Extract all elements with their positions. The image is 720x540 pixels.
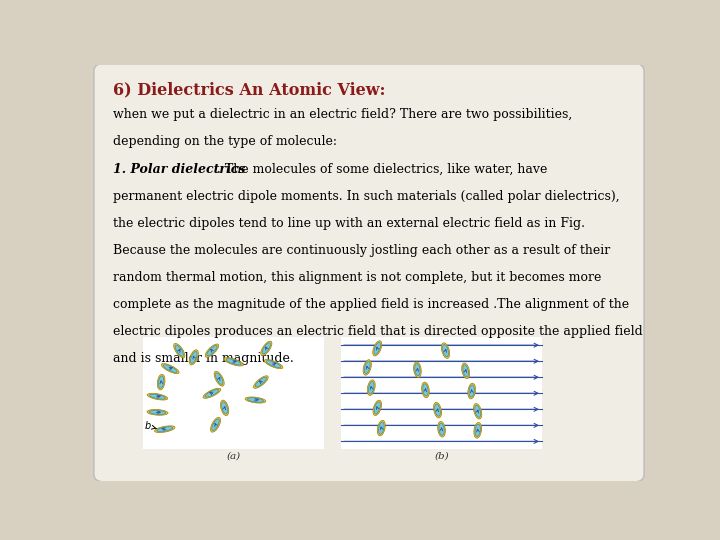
Ellipse shape <box>203 388 221 399</box>
Ellipse shape <box>468 383 475 399</box>
Ellipse shape <box>433 402 441 418</box>
Text: depending on the type of molecule:: depending on the type of molecule: <box>114 136 338 148</box>
Ellipse shape <box>266 361 281 368</box>
Ellipse shape <box>374 342 381 354</box>
Ellipse shape <box>262 343 271 354</box>
Ellipse shape <box>474 405 481 417</box>
Ellipse shape <box>161 363 179 374</box>
Ellipse shape <box>163 364 177 373</box>
Ellipse shape <box>469 385 474 397</box>
Ellipse shape <box>205 344 219 357</box>
Ellipse shape <box>367 380 375 395</box>
FancyBboxPatch shape <box>143 337 324 449</box>
Ellipse shape <box>149 410 166 414</box>
Text: random thermal motion, this alignment is not complete, but it becomes more: random thermal motion, this alignment is… <box>114 271 602 284</box>
Ellipse shape <box>377 420 385 436</box>
Ellipse shape <box>157 374 165 390</box>
Ellipse shape <box>210 417 220 432</box>
Ellipse shape <box>189 350 198 365</box>
Ellipse shape <box>253 376 269 388</box>
Ellipse shape <box>413 362 421 377</box>
Ellipse shape <box>364 361 370 374</box>
Ellipse shape <box>379 422 384 434</box>
FancyBboxPatch shape <box>94 64 644 482</box>
Ellipse shape <box>439 423 444 435</box>
Ellipse shape <box>256 377 266 387</box>
Ellipse shape <box>373 341 382 356</box>
Ellipse shape <box>264 360 283 369</box>
Text: (b): (b) <box>434 451 449 461</box>
Ellipse shape <box>148 393 168 400</box>
Text: the electric dipoles tend to line up with an external electric field as in Fig.: the electric dipoles tend to line up wit… <box>114 217 585 230</box>
Ellipse shape <box>245 397 266 403</box>
Ellipse shape <box>474 403 482 419</box>
Ellipse shape <box>422 382 429 398</box>
FancyBboxPatch shape <box>341 337 542 449</box>
Ellipse shape <box>157 427 173 431</box>
Text: 6) Dielectrics An Atomic View:: 6) Dielectrics An Atomic View: <box>114 82 386 98</box>
Ellipse shape <box>415 363 420 376</box>
Text: b: b <box>145 421 156 431</box>
Text: . The molecules of some dielectrics, like water, have: . The molecules of some dielectrics, lik… <box>217 163 547 176</box>
Text: (a): (a) <box>227 451 240 461</box>
Ellipse shape <box>474 422 482 438</box>
Text: when we put a dielectric in an electric field? There are two possibilities,: when we put a dielectric in an electric … <box>114 109 572 122</box>
Ellipse shape <box>462 363 469 379</box>
Ellipse shape <box>155 426 175 433</box>
Ellipse shape <box>435 404 441 416</box>
Ellipse shape <box>207 346 217 356</box>
Ellipse shape <box>215 373 223 384</box>
Text: 1. Polar dielectrics: 1. Polar dielectrics <box>114 163 246 176</box>
Text: permanent electric dipole moments. In such materials (called polar dielectrics),: permanent electric dipole moments. In su… <box>114 190 620 202</box>
Ellipse shape <box>373 400 382 416</box>
Ellipse shape <box>475 424 480 436</box>
Ellipse shape <box>226 359 241 365</box>
Ellipse shape <box>443 345 449 356</box>
Text: complete as the magnitude of the applied field is increased .The alignment of th: complete as the magnitude of the applied… <box>114 298 629 310</box>
Ellipse shape <box>222 402 228 414</box>
Text: and is smaller in magnitude.: and is smaller in magnitude. <box>114 352 294 365</box>
Ellipse shape <box>150 394 166 399</box>
Ellipse shape <box>175 345 184 356</box>
Ellipse shape <box>205 389 219 397</box>
Ellipse shape <box>174 343 185 358</box>
Ellipse shape <box>248 398 264 402</box>
Text: electric dipoles produces an electric field that is directed opposite the applie: electric dipoles produces an electric fi… <box>114 325 643 338</box>
Ellipse shape <box>463 365 469 377</box>
Ellipse shape <box>214 371 224 386</box>
Ellipse shape <box>438 421 446 437</box>
Ellipse shape <box>261 341 272 356</box>
Ellipse shape <box>441 343 450 359</box>
Ellipse shape <box>363 360 372 375</box>
Ellipse shape <box>220 400 229 416</box>
Ellipse shape <box>191 352 197 363</box>
Ellipse shape <box>224 357 243 366</box>
Ellipse shape <box>158 376 164 388</box>
Ellipse shape <box>147 409 168 415</box>
Ellipse shape <box>369 382 374 394</box>
Ellipse shape <box>212 419 220 430</box>
Text: Because the molecules are continuously jostling each other as a result of their: Because the molecules are continuously j… <box>114 244 611 256</box>
Ellipse shape <box>374 402 380 414</box>
Ellipse shape <box>423 384 428 396</box>
